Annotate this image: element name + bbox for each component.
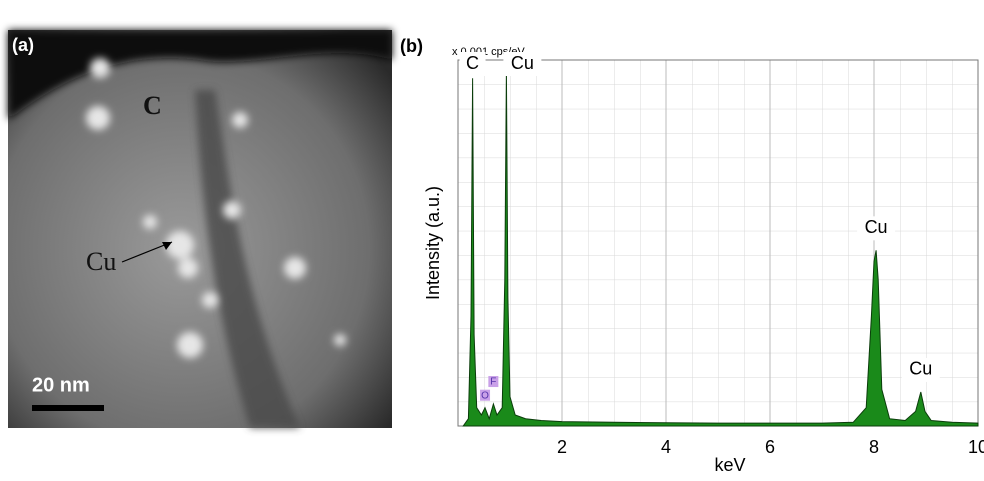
peak-marker: [488, 376, 499, 388]
x-tick-label: 2: [557, 437, 567, 457]
x-tick-label: 10: [968, 437, 984, 457]
tem-image: [8, 30, 392, 428]
panel-label: (b): [400, 36, 423, 56]
y-axis-label: Intensity (a.u.): [423, 186, 443, 300]
peak-label: Cu: [865, 217, 888, 237]
peak-label-bg: [857, 216, 896, 241]
peak-label: C: [466, 53, 479, 73]
panel-label: (a): [12, 35, 34, 55]
peak-label-bg: [901, 357, 940, 382]
annotation: C: [143, 91, 162, 120]
peak-label: Cu: [909, 359, 932, 379]
peak-label: O: [481, 390, 489, 401]
peak-marker: [480, 389, 491, 401]
peak-label-bg: [459, 52, 486, 76]
peak-label: Cu: [511, 53, 534, 73]
scale-bar-label: 20 nm: [32, 374, 90, 396]
minor-grid: [458, 60, 978, 426]
spectrum-area: [462, 70, 979, 427]
peak-label: F: [490, 377, 496, 388]
annotation: Cu: [86, 247, 116, 276]
x-tick-label: 8: [869, 437, 879, 457]
x-tick-label: 4: [661, 437, 671, 457]
peak-label-bg: [503, 52, 542, 76]
x-axis-label: keV: [714, 455, 745, 475]
x-tick-label: 6: [765, 437, 775, 457]
